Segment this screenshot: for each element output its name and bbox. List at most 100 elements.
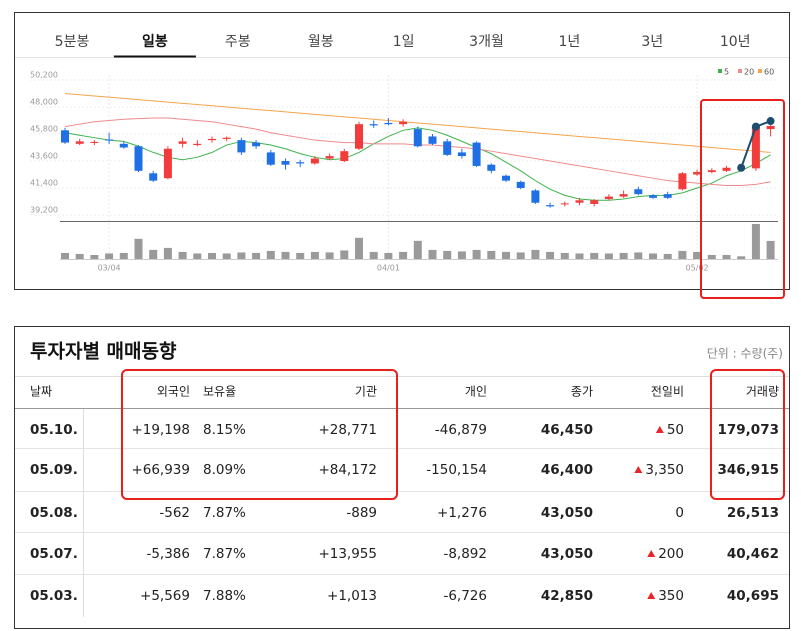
table-cell: +66,939 bbox=[131, 462, 190, 478]
volume-bar bbox=[237, 252, 246, 259]
up-arrow bbox=[647, 592, 656, 599]
table-cell: -150,154 bbox=[426, 462, 487, 478]
legend-swatch bbox=[758, 69, 762, 73]
table-cell: +84,172 bbox=[318, 462, 377, 478]
y-tick-label: 39,200 bbox=[30, 206, 58, 215]
table-cell: 43,050 bbox=[541, 505, 593, 521]
column-header: 외국인 bbox=[157, 385, 190, 399]
candle-body bbox=[590, 200, 599, 204]
tab[interactable]: 1일 bbox=[393, 34, 415, 50]
volume-bar bbox=[340, 250, 349, 259]
candle-body bbox=[472, 142, 481, 166]
table-cell: 8.15% bbox=[203, 422, 246, 438]
table-cell: -562 bbox=[159, 505, 190, 521]
candle-body bbox=[266, 152, 275, 165]
tab[interactable]: 주봉 bbox=[225, 34, 251, 50]
volume-bar bbox=[443, 250, 452, 259]
volume-bar bbox=[178, 251, 187, 259]
table-cell: 05.08. bbox=[30, 505, 78, 521]
up-arrow bbox=[655, 426, 664, 433]
table-cell: 7.87% bbox=[203, 546, 246, 562]
table-cell: 200 bbox=[658, 546, 684, 562]
table-title: 투자자별 매매동향 bbox=[30, 341, 177, 363]
highlight-box bbox=[710, 369, 785, 500]
table-cell: +19,198 bbox=[131, 422, 190, 438]
volume-bar bbox=[751, 224, 760, 259]
candle-body bbox=[399, 121, 408, 125]
table-cell: 05.03. bbox=[30, 588, 78, 604]
table-cell: +1,013 bbox=[327, 588, 377, 604]
y-tick-label: 41,400 bbox=[30, 179, 58, 188]
candle-body bbox=[502, 175, 510, 181]
table-cell: -46,879 bbox=[435, 422, 487, 438]
candle-body bbox=[413, 129, 422, 147]
volume-bar bbox=[619, 252, 628, 259]
volume-bar bbox=[149, 249, 158, 259]
candle-body bbox=[604, 196, 613, 200]
table-cell: 26,513 bbox=[727, 505, 779, 521]
x-tick-label: 05/02 bbox=[686, 264, 709, 273]
table-cell: +13,955 bbox=[318, 546, 377, 562]
table-cell: 346,915 bbox=[718, 462, 780, 478]
legend-label: 5 bbox=[724, 68, 729, 77]
column-header: 개인 bbox=[465, 385, 487, 399]
legend-swatch bbox=[738, 69, 742, 73]
candle-body bbox=[90, 141, 99, 143]
table-cell: +5,569 bbox=[140, 588, 190, 604]
table-cell: 3,350 bbox=[645, 462, 684, 478]
candle-body bbox=[634, 189, 643, 195]
candle-body bbox=[119, 143, 128, 148]
column-header: 기관 bbox=[355, 385, 377, 399]
volume-bar bbox=[193, 253, 202, 259]
tab[interactable]: 10년 bbox=[720, 34, 751, 50]
table-cell: -5,386 bbox=[146, 546, 190, 562]
volume-bar bbox=[61, 252, 69, 259]
column-header: 종가 bbox=[571, 385, 593, 399]
candle-body bbox=[619, 194, 628, 197]
candle-body bbox=[105, 139, 114, 141]
table-cell: -889 bbox=[346, 505, 377, 521]
volume-bar bbox=[531, 249, 540, 259]
tab[interactable]: 3개월 bbox=[469, 34, 504, 50]
table-cell: +1,276 bbox=[437, 505, 487, 521]
table-cell: 42,850 bbox=[541, 588, 593, 604]
candle-body bbox=[693, 172, 702, 175]
volume-bar bbox=[722, 254, 731, 259]
candle-body bbox=[722, 167, 731, 171]
volume-bar bbox=[399, 251, 408, 259]
candle-body bbox=[149, 173, 158, 181]
volume-bar bbox=[546, 251, 555, 259]
volume-bar bbox=[413, 240, 422, 259]
volume-bar bbox=[384, 252, 393, 259]
volume-bar bbox=[90, 254, 99, 259]
tab[interactable]: 3년 bbox=[641, 34, 663, 50]
volume-bar bbox=[560, 252, 569, 259]
candle-body bbox=[457, 152, 466, 157]
candle-body bbox=[296, 162, 305, 164]
tab[interactable]: 일봉 bbox=[142, 34, 168, 50]
candle-body bbox=[208, 138, 216, 141]
y-tick-label: 45,800 bbox=[30, 125, 58, 134]
column-header: 거래량 bbox=[746, 385, 779, 399]
table-cell: 0 bbox=[675, 505, 684, 521]
tab[interactable]: 월봉 bbox=[308, 34, 334, 50]
volume-bar bbox=[75, 253, 84, 259]
candle-body bbox=[134, 146, 143, 171]
candle-body bbox=[546, 205, 555, 207]
table-box bbox=[14, 326, 790, 629]
table-cell: 46,400 bbox=[541, 462, 593, 478]
candle-body bbox=[178, 141, 187, 144]
tab[interactable]: 1년 bbox=[559, 34, 581, 50]
table-cell: 50 bbox=[667, 422, 684, 438]
tab[interactable]: 5분봉 bbox=[55, 34, 90, 50]
volume-bar bbox=[693, 251, 702, 259]
y-tick-label: 43,600 bbox=[30, 152, 58, 161]
volume-bar bbox=[649, 253, 657, 259]
volume-bar bbox=[222, 253, 231, 259]
table-cell: 179,073 bbox=[718, 422, 780, 438]
table-cell: -6,726 bbox=[443, 588, 487, 604]
volume-bar bbox=[457, 251, 466, 259]
table-cell: 40,695 bbox=[727, 588, 779, 604]
highlight-box bbox=[700, 99, 785, 299]
legend-swatch bbox=[718, 69, 722, 73]
